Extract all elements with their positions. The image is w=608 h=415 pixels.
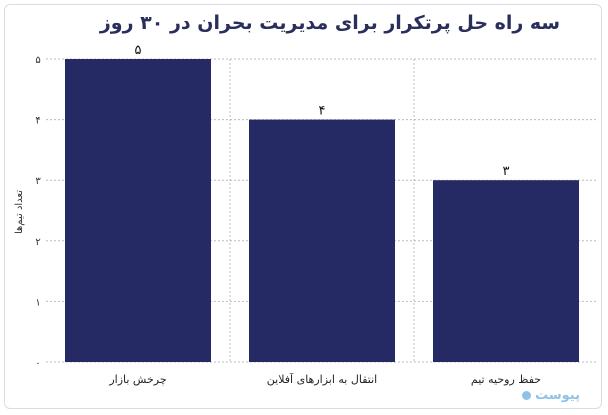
category-label: انتقال به ابزارهای آفلاین [267,372,377,386]
y-tick-label: ۳ [35,176,41,187]
bar [65,59,211,362]
logo-dot-icon [522,391,532,400]
y-tick-label: ۲ [35,237,40,248]
bar [249,119,395,362]
y-tick-label: ۰ [35,358,40,369]
bar-value-labels: ۵ ۴ ۳ [135,43,510,179]
x-axis-categories: چرخش بازار انتقال به ابزارهای آفلاین حفظ ر… [108,372,541,386]
category-label: چرخش بازار [108,373,166,386]
brand-logo: پیوست [522,388,580,403]
bar-value-label: ۴ [319,104,326,119]
y-tick-label: ۴ [35,116,40,127]
brand-logo-text: پیوست [535,388,580,403]
chart-title: سه راه حل پرتکرار برای مدیریت بحران در ۳… [99,12,560,34]
bar-value-label: ۵ [135,43,142,58]
y-axis-label: تعداد تیم‌ها [14,190,25,234]
category-label: حفظ روحیه تیم [471,373,541,386]
y-tick-label: ۵ [35,55,40,66]
y-axis-ticks: ۰ ۱ ۲ ۳ ۴ ۵ [35,55,41,369]
bars [65,59,579,362]
bar-value-label: ۳ [503,164,510,179]
y-tick-label: ۱ [35,297,40,308]
bar [433,180,579,362]
